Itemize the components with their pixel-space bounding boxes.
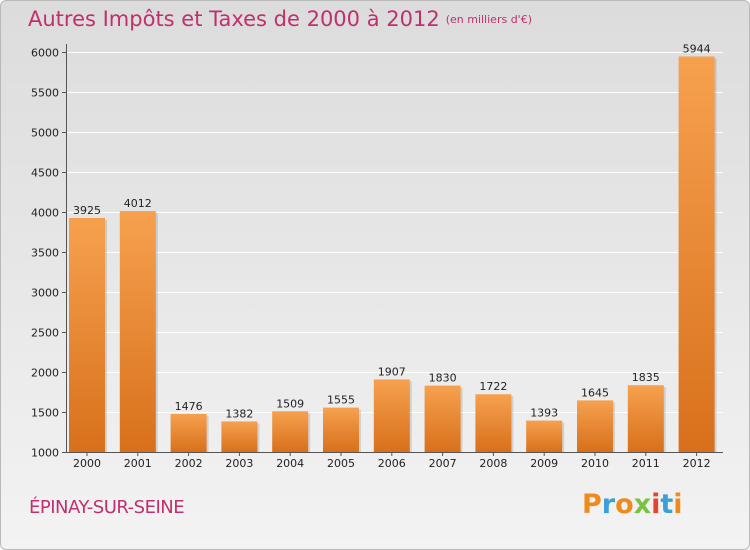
bar (69, 218, 105, 452)
x-tick-label: 2006 (378, 457, 406, 470)
y-tick-label: 5500 (31, 87, 59, 100)
x-tick-label: 2000 (73, 457, 101, 470)
commune-name: ÉPINAY-SUR-SEINE (29, 497, 185, 518)
logo-letter: i (651, 489, 661, 520)
data-labels: 3925 4012 1476 1382 1509 1555 1907 1830 1722 1393… (73, 42, 711, 420)
data-label: 1830 (429, 372, 457, 385)
x-tick-label: 2007 (429, 457, 457, 470)
bars (69, 56, 717, 452)
logo-letter: o (615, 489, 634, 520)
x-tick-label: 2011 (632, 457, 660, 470)
y-tick-label: 1000 (31, 447, 59, 460)
x-tick-label: 2002 (175, 457, 203, 470)
bar (119, 211, 156, 452)
y-tick-label: 4500 (31, 167, 59, 180)
axes: 1000 1500 2000 2500 3000 3500 4000 4500 5000 5500… (31, 44, 723, 470)
chart-unit: (en milliers d'€) (445, 13, 532, 26)
bar (475, 394, 512, 452)
logo-letter: i (673, 489, 683, 520)
bar (577, 400, 613, 452)
data-label: 1722 (479, 380, 507, 393)
y-tick-label: 5000 (31, 127, 59, 140)
chart-title: Autres Impôts et Taxes de 2000 à 2012 (en… (28, 7, 532, 31)
y-tick-label: 2500 (31, 327, 59, 340)
y-tick-label: 2000 (31, 367, 59, 380)
proxiti-logo: Proxiti (582, 489, 683, 520)
data-label: 1393 (530, 407, 558, 420)
logo-letter: x (633, 489, 652, 520)
x-tick-label: 2005 (327, 457, 355, 470)
bar (678, 56, 715, 452)
y-tick-label: 3500 (31, 247, 59, 260)
data-label: 5944 (683, 42, 711, 55)
data-label: 4012 (124, 197, 152, 210)
bar (221, 421, 258, 452)
chart-title-text: Autres Impôts et Taxes de 2000 à 2012 (28, 7, 440, 31)
logo-letter: r (601, 489, 616, 520)
data-label: 1835 (632, 371, 660, 384)
x-tick-label: 2010 (581, 457, 609, 470)
bar (627, 385, 664, 452)
x-tick-label: 2012 (683, 457, 711, 470)
x-tick-label: 2001 (124, 457, 152, 470)
y-tick-label: 6000 (31, 47, 59, 60)
x-tick-label: 2009 (530, 457, 558, 470)
bar (424, 385, 461, 452)
bar (272, 411, 309, 452)
bar (170, 413, 207, 452)
bar (526, 420, 563, 452)
logo-letter: P (582, 489, 602, 520)
y-tick-label: 4000 (31, 207, 59, 220)
bar (373, 379, 410, 452)
data-label: 1645 (581, 386, 609, 399)
x-tick-label: 2004 (276, 457, 304, 470)
y-tick-label: 1500 (31, 407, 59, 420)
y-tick-label: 3000 (31, 287, 59, 300)
data-label: 1382 (225, 407, 253, 420)
data-label: 1509 (276, 397, 304, 410)
x-tick-label: 2003 (225, 457, 253, 470)
logo-letter: t (660, 489, 674, 520)
data-label: 1476 (175, 400, 203, 413)
data-label: 3925 (73, 204, 101, 217)
data-label: 1907 (378, 365, 406, 378)
data-label: 1555 (327, 394, 355, 407)
x-tick-label: 2008 (479, 457, 507, 470)
bar (323, 407, 359, 452)
